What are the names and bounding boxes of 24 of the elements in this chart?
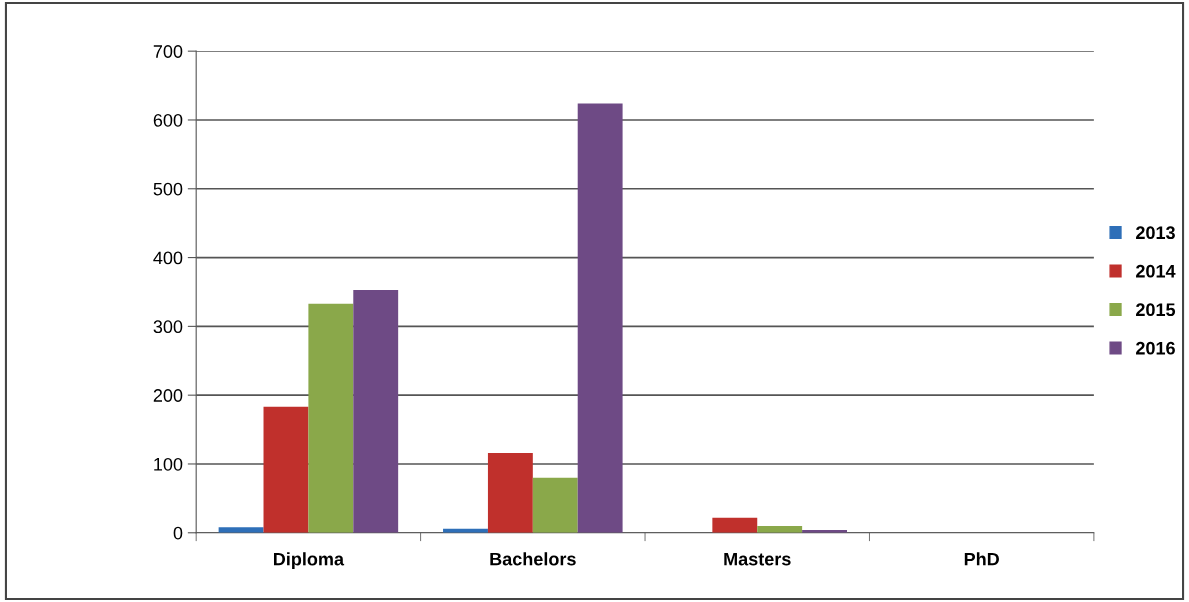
bar	[712, 517, 758, 533]
bar	[353, 289, 399, 533]
x-tick-label: PhD	[964, 552, 999, 566]
bar	[308, 303, 354, 533]
y-tick-label: 100	[154, 457, 183, 471]
y-tick-label: 700	[153, 45, 183, 58]
legend-label: 2014	[1136, 264, 1176, 278]
x-tick-label: Diploma	[273, 552, 345, 570]
y-tick-label: 0	[173, 526, 183, 540]
y-tick-label: 400	[153, 251, 183, 265]
bar	[487, 452, 533, 533]
legend-label: 2016	[1136, 341, 1175, 355]
x-tick-label: Masters	[724, 552, 791, 566]
y-tick-label: 600	[153, 113, 183, 127]
bar	[577, 103, 623, 533]
y-tick-label: 200	[153, 389, 183, 402]
y-tick-label: 500	[153, 182, 183, 196]
bar	[263, 406, 309, 533]
bar	[218, 527, 264, 533]
legend-label: 2013	[1136, 226, 1175, 240]
bar	[532, 477, 578, 533]
x-tick-label: Bachelors	[490, 552, 576, 566]
y-tick-label: 300	[153, 320, 183, 334]
legend-label: 2015	[1136, 303, 1176, 317]
